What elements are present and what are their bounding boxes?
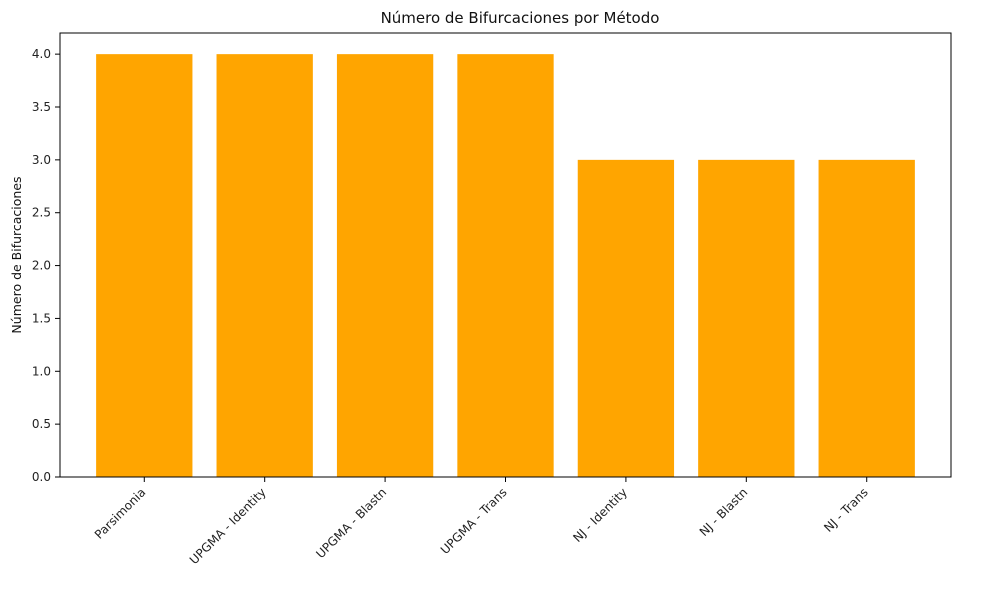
y-tick-label: 3.5 [32,100,51,114]
y-tick-label: 0.0 [32,470,51,484]
x-tick-label: UPGMA - Trans [438,485,510,557]
bar [96,54,193,477]
x-tick-label: NJ - Identity [570,485,630,545]
x-tick-label: UPGMA - Blastn [313,485,389,561]
plot-area: Parsimonia UPGMA - Identity UPGMA - Blastn… [32,32,952,567]
x-tick-label: NJ - Trans [821,485,871,535]
x-tick-label: Parsimonia [92,485,149,542]
bar [457,54,554,477]
bar [818,159,915,478]
plot-frame [59,32,952,478]
y-tick-label: 3.0 [32,153,51,167]
y-tick-label: 1.0 [32,364,51,378]
y-axis-label: Número de Bifurcaciones [9,176,24,333]
x-tick-label: NJ - Blastn [697,485,751,539]
y-tick-label: 2.0 [32,259,51,273]
x-tick-label: UPGMA - Identity [187,485,269,567]
bar [698,159,795,478]
chart-title: Número de Bifurcaciones por Método [381,9,660,27]
bar [336,54,434,477]
bar [577,159,675,478]
y-tick-label: 0.5 [32,417,51,431]
bar [216,54,313,477]
y-tick-label: 1.5 [32,311,51,325]
y-tick-label: 4.0 [32,47,51,61]
y-tick-label: 2.5 [32,206,51,220]
